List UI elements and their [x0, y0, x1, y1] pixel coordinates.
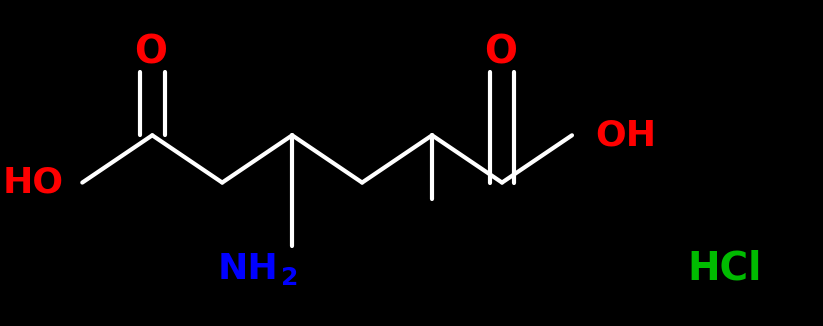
Text: OH: OH — [595, 118, 656, 152]
Text: O: O — [484, 33, 517, 71]
Text: HO: HO — [2, 166, 63, 200]
Text: NH: NH — [217, 252, 278, 286]
Text: HCl: HCl — [687, 250, 761, 288]
Text: 2: 2 — [281, 266, 299, 290]
Text: O: O — [134, 33, 167, 71]
